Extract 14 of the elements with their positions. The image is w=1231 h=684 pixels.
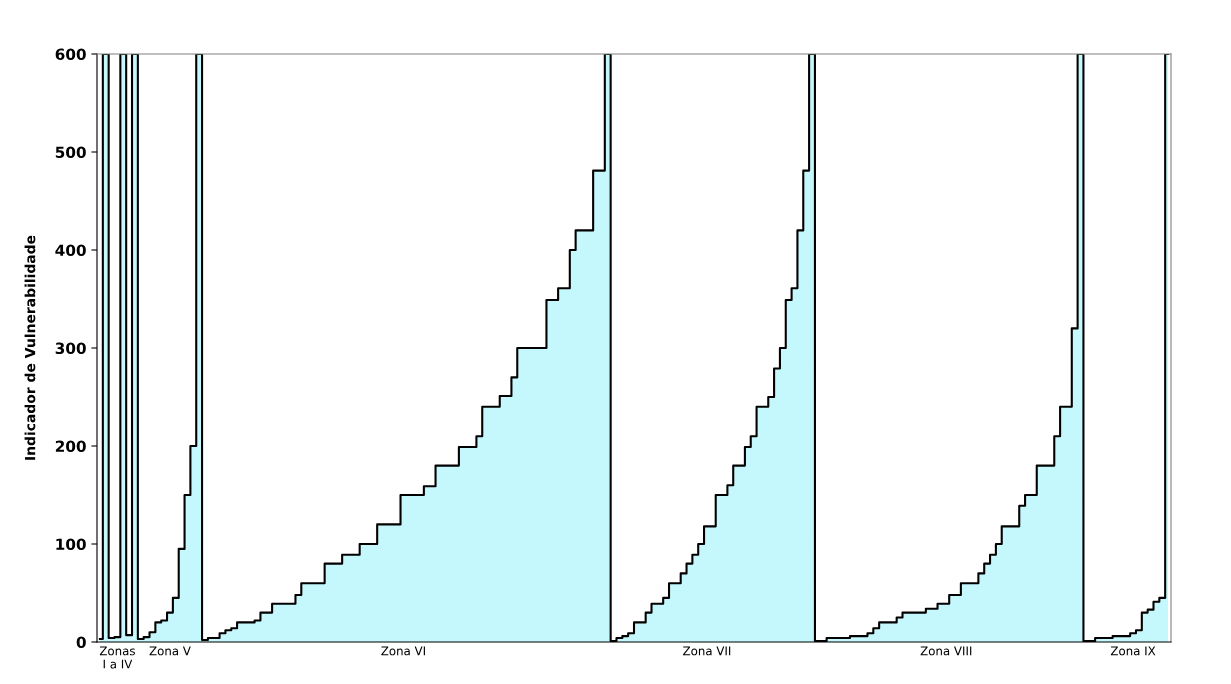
- y-tick-label: 600: [55, 48, 86, 61]
- x-tick-label: Zona IX: [1110, 646, 1156, 656]
- x-tick-label: Zona V: [149, 646, 191, 656]
- x-tick-label: Zona VII: [683, 646, 731, 656]
- x-tick-label: Zona VIII: [920, 646, 972, 656]
- y-tick-label: 0: [76, 636, 86, 649]
- y-tick-label: 500: [55, 146, 86, 159]
- x-tick-label: Zonas I a IV: [99, 646, 135, 669]
- y-tick-label: 200: [55, 440, 86, 453]
- y-tick-label: 400: [55, 244, 86, 257]
- y-tick-label: 100: [56, 538, 86, 551]
- y-tick-label: 300: [55, 342, 86, 355]
- x-tick-label: Zona VI: [381, 646, 425, 656]
- y-axis-title: Indicador de Vulnerabilidade: [24, 235, 36, 460]
